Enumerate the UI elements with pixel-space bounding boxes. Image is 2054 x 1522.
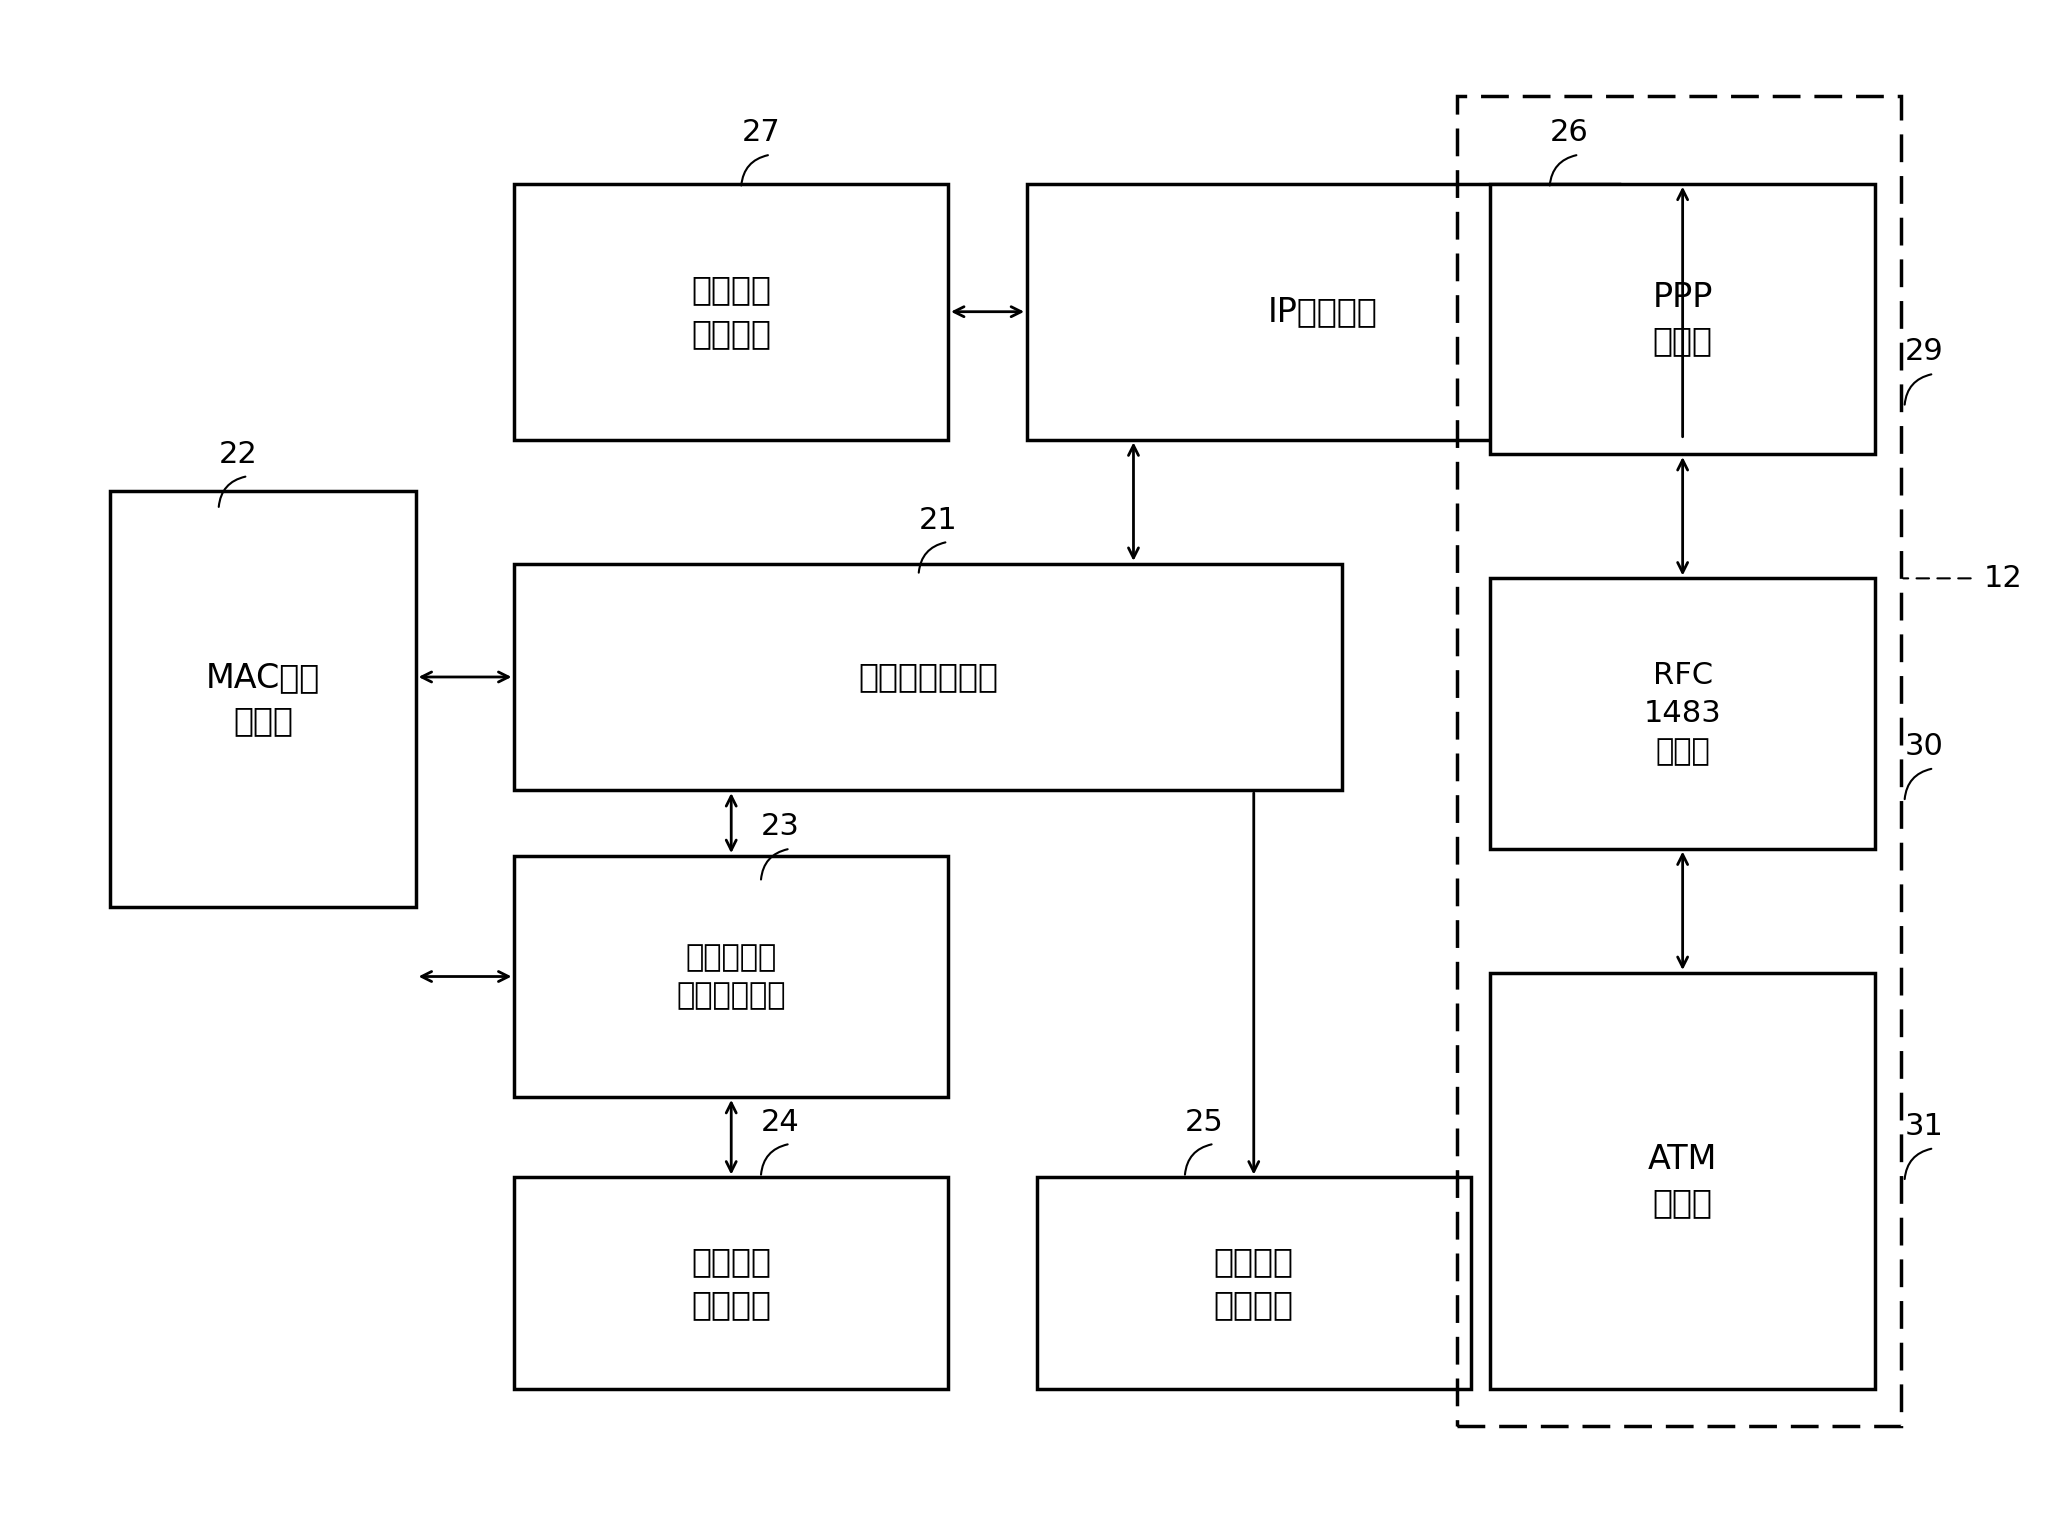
Text: RFC
1483
驱动器: RFC 1483 驱动器 bbox=[1643, 661, 1721, 766]
Bar bbox=[1491, 578, 1875, 849]
Text: IP处理部分: IP处理部分 bbox=[1267, 295, 1378, 329]
Text: 桥接器处理部分: 桥接器处理部分 bbox=[859, 661, 998, 694]
Text: 12: 12 bbox=[1984, 563, 2021, 594]
Text: 31: 31 bbox=[1904, 1113, 1943, 1142]
Bar bbox=[514, 184, 949, 440]
Text: 25: 25 bbox=[1185, 1108, 1224, 1137]
Bar bbox=[111, 490, 415, 907]
Text: 24: 24 bbox=[762, 1108, 799, 1137]
Text: 29: 29 bbox=[1904, 338, 1943, 367]
Text: 22: 22 bbox=[220, 440, 257, 469]
Bar bbox=[514, 1178, 949, 1390]
Text: 用户鉴权
处理部分: 用户鉴权 处理部分 bbox=[692, 274, 770, 350]
Text: 无线局域网
分组处理部分: 无线局域网 分组处理部分 bbox=[676, 944, 787, 1011]
Bar bbox=[514, 563, 1343, 790]
Bar bbox=[1027, 184, 1619, 440]
Bar bbox=[1491, 184, 1875, 454]
Bar bbox=[1491, 973, 1875, 1390]
Text: 26: 26 bbox=[1551, 119, 1588, 148]
Text: 有线局域
网驱动器: 有线局域 网驱动器 bbox=[1214, 1245, 1294, 1321]
Text: PPP
驱动器: PPP 驱动器 bbox=[1653, 282, 1713, 358]
Bar bbox=[514, 855, 949, 1097]
Bar bbox=[1037, 1178, 1471, 1390]
Text: 无线局域
网驱动器: 无线局域 网驱动器 bbox=[692, 1245, 770, 1321]
Text: 27: 27 bbox=[741, 119, 781, 148]
Text: ATM
驱动器: ATM 驱动器 bbox=[1647, 1143, 1717, 1219]
Text: 21: 21 bbox=[918, 505, 957, 534]
Text: 23: 23 bbox=[762, 813, 799, 842]
Bar bbox=[1456, 96, 1900, 1426]
Text: 30: 30 bbox=[1904, 732, 1943, 761]
Text: MAC地址
管理表: MAC地址 管理表 bbox=[205, 661, 320, 737]
